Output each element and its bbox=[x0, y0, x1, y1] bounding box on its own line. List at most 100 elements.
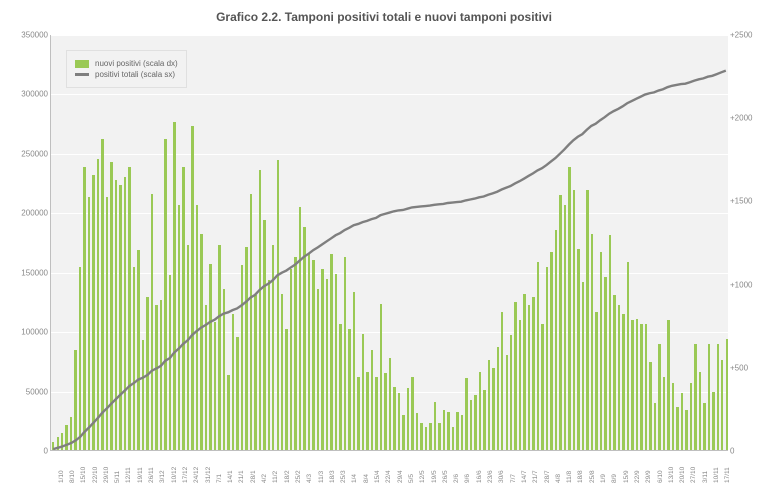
y-left-tick-label: 250000 bbox=[3, 149, 48, 158]
x-tick-label: 8/9 bbox=[611, 474, 618, 483]
bar bbox=[142, 340, 144, 450]
x-tick-label: 29/9 bbox=[645, 470, 652, 483]
bar bbox=[618, 305, 620, 450]
bar bbox=[492, 368, 494, 450]
y-left-tick-label: 300000 bbox=[3, 90, 48, 99]
bar bbox=[205, 305, 207, 450]
x-tick-label: 5/5 bbox=[408, 474, 415, 483]
x-tick-label: 15/9 bbox=[623, 470, 630, 483]
bar bbox=[609, 235, 611, 450]
bar bbox=[649, 362, 651, 450]
y-right-tick-label: +500 bbox=[730, 363, 765, 372]
bar bbox=[577, 249, 579, 450]
x-tick-label: 15/10 bbox=[80, 467, 87, 483]
bar bbox=[92, 175, 94, 450]
bar bbox=[573, 190, 575, 450]
bar bbox=[510, 335, 512, 450]
bar bbox=[546, 267, 548, 450]
x-tick-label: 14/1 bbox=[227, 470, 234, 483]
bar bbox=[344, 257, 346, 450]
bar bbox=[411, 377, 413, 450]
x-tick-label: 4/2 bbox=[261, 474, 268, 483]
bar bbox=[721, 360, 723, 450]
gridline bbox=[51, 154, 728, 155]
bar bbox=[133, 267, 135, 450]
bar bbox=[294, 257, 296, 450]
plot-area: nuovi positivi (scala dx) positivi total… bbox=[50, 35, 728, 451]
bar bbox=[259, 170, 261, 450]
bar bbox=[371, 350, 373, 450]
y-left-tick-label: 100000 bbox=[3, 328, 48, 337]
x-tick-label: 18/2 bbox=[284, 470, 291, 483]
bar bbox=[429, 423, 431, 450]
y-right-tick-label: +2500 bbox=[730, 31, 765, 40]
bar bbox=[555, 230, 557, 450]
y-right-tick-label: +1000 bbox=[730, 280, 765, 289]
bar bbox=[357, 377, 359, 450]
bar bbox=[236, 337, 238, 450]
x-tick-label: 24/12 bbox=[193, 467, 200, 483]
bar bbox=[137, 250, 139, 450]
x-tick-label: 18/8 bbox=[577, 470, 584, 483]
bar bbox=[604, 277, 606, 450]
bar bbox=[250, 194, 252, 450]
bar bbox=[214, 322, 216, 450]
bar bbox=[52, 442, 54, 450]
x-tick-label: 29/4 bbox=[397, 470, 404, 483]
bar bbox=[160, 300, 162, 450]
bar bbox=[353, 292, 355, 450]
bar bbox=[523, 294, 525, 450]
bar bbox=[124, 177, 126, 450]
bar bbox=[407, 388, 409, 450]
y-right-tick-label: 0 bbox=[730, 447, 765, 456]
bar bbox=[586, 190, 588, 450]
bar bbox=[178, 205, 180, 450]
bar bbox=[146, 297, 148, 450]
bar bbox=[636, 319, 638, 450]
bar bbox=[115, 180, 117, 450]
x-tick-label: 2/6 bbox=[453, 474, 460, 483]
x-tick-label: 19/5 bbox=[431, 470, 438, 483]
bar bbox=[640, 324, 642, 450]
bar bbox=[285, 329, 287, 450]
bar bbox=[101, 139, 103, 450]
bar bbox=[595, 312, 597, 450]
bar bbox=[672, 383, 674, 450]
bar bbox=[398, 393, 400, 450]
bar bbox=[263, 220, 265, 450]
bar bbox=[461, 415, 463, 450]
bar bbox=[519, 320, 521, 450]
bar bbox=[465, 378, 467, 450]
x-tick-label: 25/2 bbox=[295, 470, 302, 483]
bar bbox=[88, 197, 90, 450]
legend-label-line: positivi totali (scala sx) bbox=[95, 70, 175, 79]
bar bbox=[61, 433, 63, 450]
x-tick-label: 8/4 bbox=[363, 474, 370, 483]
x-tick-label: 26/5 bbox=[442, 470, 449, 483]
bar bbox=[187, 245, 189, 450]
bar bbox=[245, 247, 247, 450]
bar bbox=[79, 267, 81, 450]
x-tick-label: 4/3 bbox=[306, 474, 313, 483]
bar bbox=[83, 167, 85, 450]
bar bbox=[155, 305, 157, 450]
bar bbox=[479, 372, 481, 450]
x-tick-label: 25/3 bbox=[340, 470, 347, 483]
bar bbox=[541, 324, 543, 450]
x-tick-label: 3/12 bbox=[159, 470, 166, 483]
bar bbox=[434, 402, 436, 450]
bar bbox=[470, 400, 472, 450]
x-tick-label: 26/11 bbox=[148, 467, 155, 483]
x-tick-label: 28/1 bbox=[250, 470, 257, 483]
bar bbox=[326, 279, 328, 450]
x-tick-label: 15/4 bbox=[374, 470, 381, 483]
x-tick-label: 1/9 bbox=[600, 474, 607, 483]
x-tick-label: 4/8 bbox=[555, 474, 562, 483]
bar bbox=[308, 254, 310, 450]
x-tick-label: 20/10 bbox=[679, 467, 686, 483]
bar bbox=[70, 417, 72, 450]
bar bbox=[290, 269, 292, 450]
bar bbox=[452, 427, 454, 450]
x-tick-label: 12/5 bbox=[419, 470, 426, 483]
bar bbox=[223, 289, 225, 450]
